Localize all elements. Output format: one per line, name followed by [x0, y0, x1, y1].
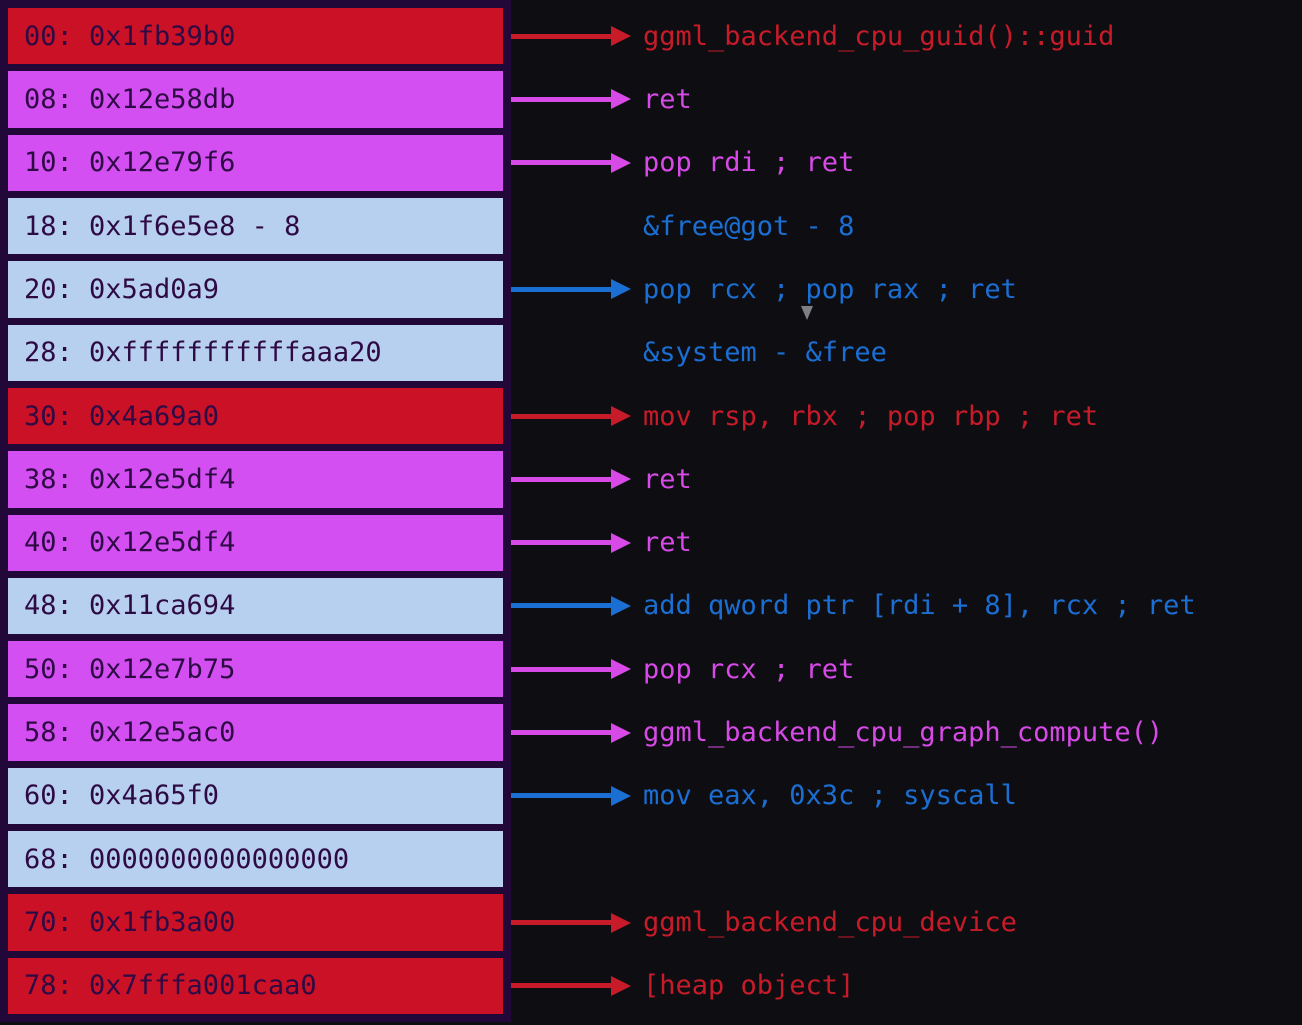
memory-cell-text: 00: 0x1fb39b0 [24, 20, 236, 52]
arrow-icon [511, 920, 611, 926]
memory-cell-text: 20: 0x5ad0a9 [24, 273, 220, 305]
arrow-slot [511, 476, 643, 482]
gadget-label: pop rdi ; ret [643, 147, 855, 179]
arrow-slot [511, 540, 643, 546]
arrow-slot [511, 730, 643, 736]
arrow-slot [511, 350, 643, 355]
gadget-label: add qword ptr [rdi + 8], rcx ; ret [643, 590, 1196, 622]
memory-cell-row: 58: 0x12e5ac0 [8, 704, 503, 761]
gadget-label: ret [643, 463, 692, 495]
memory-cell-text: 68: 0000000000000000 [24, 843, 350, 875]
annotation-row: ggml_backend_cpu_guid()::guid [511, 8, 1302, 64]
memory-cell-row: 48: 0x11ca694 [8, 577, 503, 635]
memory-cell-row: 00: 0x1fb39b0 [8, 8, 503, 65]
memory-cell-row: 38: 0x12e5df4 [8, 451, 503, 508]
annotation-row: ggml_backend_cpu_graph_compute() [511, 704, 1302, 760]
annotation-row: pop rdi ; ret [511, 135, 1302, 191]
arrow-slot [511, 666, 643, 672]
memory-cell-row: 30: 0x4a69a0 [8, 387, 503, 445]
memory-cell-row: 18: 0x1f6e5e8 - 8 [8, 197, 503, 255]
memory-table: 00: 0x1fb39b0 08: 0x12e58db 10: 0x12e79f… [0, 0, 511, 1022]
arrow-slot [511, 603, 643, 609]
memory-cell-row: 70: 0x1fb3a00 [8, 894, 503, 951]
memory-cell-text: 50: 0x12e7b75 [24, 653, 236, 685]
arrow-icon [511, 983, 611, 989]
gadget-label: [heap object] [643, 970, 855, 1002]
memory-cell-text: 30: 0x4a69a0 [24, 400, 220, 432]
gadget-label: mov eax, 0x3c ; syscall [643, 780, 1017, 812]
memory-cell-row: 78: 0x7fffa001caa0 [8, 957, 503, 1014]
arrow-icon [511, 603, 611, 609]
arrow-slot [511, 224, 643, 229]
memory-cell-text: 70: 0x1fb3a00 [24, 907, 236, 939]
annotation-row: add qword ptr [rdi + 8], rcx ; ret [511, 578, 1302, 634]
gadget-label: mov rsp, rbx ; pop rbp ; ret [643, 400, 1099, 432]
gadget-label: ggml_backend_cpu_guid()::guid [643, 20, 1115, 52]
memory-cell-row: 20: 0x5ad0a9 [8, 261, 503, 318]
memory-cell-row: 50: 0x12e7b75 [8, 641, 503, 698]
gadget-label: pop rcx ; pop rax ; ret [643, 273, 1017, 305]
arrow-icon [511, 96, 611, 102]
arrow-icon [511, 286, 611, 292]
annotation-row: ret [511, 71, 1302, 127]
arrow-slot [511, 413, 643, 419]
gadget-label: ret [643, 527, 692, 559]
memory-cell-text: 18: 0x1f6e5e8 - 8 [24, 210, 301, 242]
arrow-icon [511, 413, 611, 419]
annotations-column: ggml_backend_cpu_guid()::guid ret pop rd… [511, 0, 1302, 1022]
annotation-row: mov eax, 0x3c ; syscall [511, 768, 1302, 824]
memory-cell-row: 40: 0x12e5df4 [8, 514, 503, 571]
memory-cell-text: 10: 0x12e79f6 [24, 147, 236, 179]
annotation-row: ret [511, 451, 1302, 507]
memory-cell-row: 10: 0x12e79f6 [8, 134, 503, 191]
mouse-cursor-icon [801, 306, 813, 320]
memory-cell-text: 78: 0x7fffa001caa0 [24, 970, 317, 1002]
arrow-icon [511, 793, 611, 799]
memory-cell-row: 28: 0xfffffffffffaaa20 [8, 324, 503, 381]
memory-cell-row: 08: 0x12e58db [8, 71, 503, 128]
annotation-row: pop rcx ; ret [511, 641, 1302, 697]
gadget-label: &free@got - 8 [643, 210, 855, 242]
memory-cell-row: 68: 0000000000000000 [8, 831, 503, 888]
memory-cell-row: 60: 0x4a65f0 [8, 767, 503, 825]
arrow-slot [511, 96, 643, 102]
gadget-label: ggml_backend_cpu_device [643, 907, 1017, 939]
arrow-slot [511, 33, 643, 39]
annotation-row: ggml_backend_cpu_device [511, 894, 1302, 950]
gadget-label: pop rcx ; ret [643, 653, 855, 685]
arrow-icon [511, 33, 611, 39]
annotation-row: mov rsp, rbx ; pop rbp ; ret [511, 388, 1302, 444]
memory-cell-text: 40: 0x12e5df4 [24, 527, 236, 559]
memory-cell-text: 48: 0x11ca694 [24, 590, 236, 622]
arrow-icon [511, 666, 611, 672]
memory-cell-text: 38: 0x12e5df4 [24, 463, 236, 495]
annotation-row: [heap object] [511, 958, 1302, 1014]
memory-cell-text: 08: 0x12e58db [24, 83, 236, 115]
arrow-slot [511, 160, 643, 166]
gadget-label: ret [643, 83, 692, 115]
annotation-row: &system - &free [511, 325, 1302, 381]
annotation-row: pop rcx ; pop rax ; ret [511, 261, 1302, 317]
arrow-slot [511, 286, 643, 292]
arrow-icon [511, 540, 611, 546]
annotation-row [511, 831, 1302, 887]
arrow-icon [511, 160, 611, 166]
arrow-slot [511, 793, 643, 799]
arrow-icon [511, 476, 611, 482]
gadget-label: ggml_backend_cpu_graph_compute() [643, 717, 1164, 749]
annotation-row: ret [511, 515, 1302, 571]
arrow-slot [511, 983, 643, 989]
gadget-label: &system - &free [643, 337, 887, 369]
arrow-icon [511, 730, 611, 736]
memory-cell-text: 60: 0x4a65f0 [24, 780, 220, 812]
annotation-row: &free@got - 8 [511, 198, 1302, 254]
arrow-slot [511, 857, 643, 862]
arrow-slot [511, 920, 643, 926]
memory-cell-text: 28: 0xfffffffffffaaa20 [24, 337, 382, 369]
memory-cell-text: 58: 0x12e5ac0 [24, 717, 236, 749]
